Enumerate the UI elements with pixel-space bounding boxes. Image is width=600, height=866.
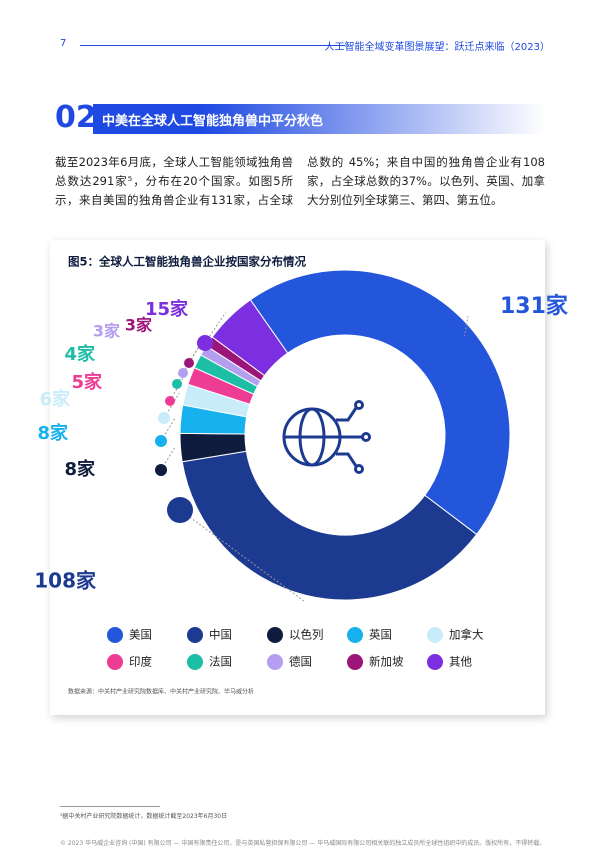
data-label: 5家	[71, 371, 103, 393]
leader-line	[179, 509, 305, 602]
header-rule	[80, 45, 345, 46]
donut-segment	[181, 450, 478, 601]
label-dot	[178, 368, 188, 378]
legend-label: 以色列	[289, 628, 324, 642]
label-dot	[158, 412, 170, 424]
footnote: ⁵据中关村产业研究院数据统计，数据统计截至2023年6月30日	[60, 813, 228, 820]
legend-label: 法国	[209, 655, 232, 669]
donut-segment	[249, 269, 511, 536]
legend-swatch	[427, 654, 443, 670]
legend-label: 中国	[209, 628, 232, 642]
section-bar	[55, 104, 545, 134]
source: 数据来源：中关村产业研究院数据库、中关村产业研究院、毕马威分析	[68, 688, 254, 696]
data-label: 6家	[39, 388, 71, 410]
donut-segment	[211, 299, 289, 377]
legend-label: 其他	[449, 655, 472, 669]
legend-swatch	[347, 627, 363, 643]
header-title: 人工智能全域变革图景展望：跃迁点来临（2023）	[324, 42, 550, 53]
body-text: 截至2023年6月底，全球人工智能领域独角兽总数达291家⁵，分布在20个国家。…	[55, 155, 545, 207]
legend-swatch	[107, 654, 123, 670]
leader-line	[169, 373, 186, 402]
data-label: 108家	[34, 569, 97, 593]
label-dot	[155, 464, 167, 476]
legend-swatch	[267, 654, 283, 670]
label-dot	[197, 335, 213, 351]
data-label: 131家	[500, 293, 569, 319]
legend-label: 印度	[129, 655, 152, 669]
data-label: 8家	[64, 458, 96, 480]
globe-icon	[282, 400, 371, 474]
section-title: 中美在全球人工智能独角兽中平分秋色	[102, 114, 324, 129]
page-number: 7	[60, 38, 67, 49]
label-dot	[165, 396, 175, 406]
legend-swatch	[187, 627, 203, 643]
legend-label: 德国	[289, 655, 312, 669]
footnote-rule	[60, 806, 160, 807]
label-dot	[449, 336, 475, 362]
legend-label: 新加坡	[369, 655, 404, 669]
legend-swatch	[107, 627, 123, 643]
data-label: 3家	[93, 322, 121, 341]
label-dot	[184, 358, 194, 368]
legend-swatch	[427, 627, 443, 643]
legend-label: 加拿大	[449, 628, 484, 642]
data-label: 15家	[145, 298, 189, 320]
chart-title: 图5：全球人工智能独角兽企业按国家分布情况	[68, 255, 306, 269]
legend-label: 英国	[369, 628, 392, 642]
label-dot	[167, 497, 193, 523]
section-number: 02	[55, 100, 97, 136]
legend-swatch	[267, 627, 283, 643]
legend-label: 美国	[129, 628, 152, 642]
data-label: 3家	[125, 316, 153, 335]
label-dot	[172, 379, 182, 389]
label-dot	[155, 435, 167, 447]
data-label: 4家	[64, 343, 96, 365]
legend-swatch	[347, 654, 363, 670]
copyright: © 2023 毕马威企业咨询 (中国) 有限公司 — 中国有限责任公司，是与英国…	[60, 840, 546, 847]
data-label: 8家	[37, 422, 69, 444]
legend-swatch	[187, 654, 203, 670]
